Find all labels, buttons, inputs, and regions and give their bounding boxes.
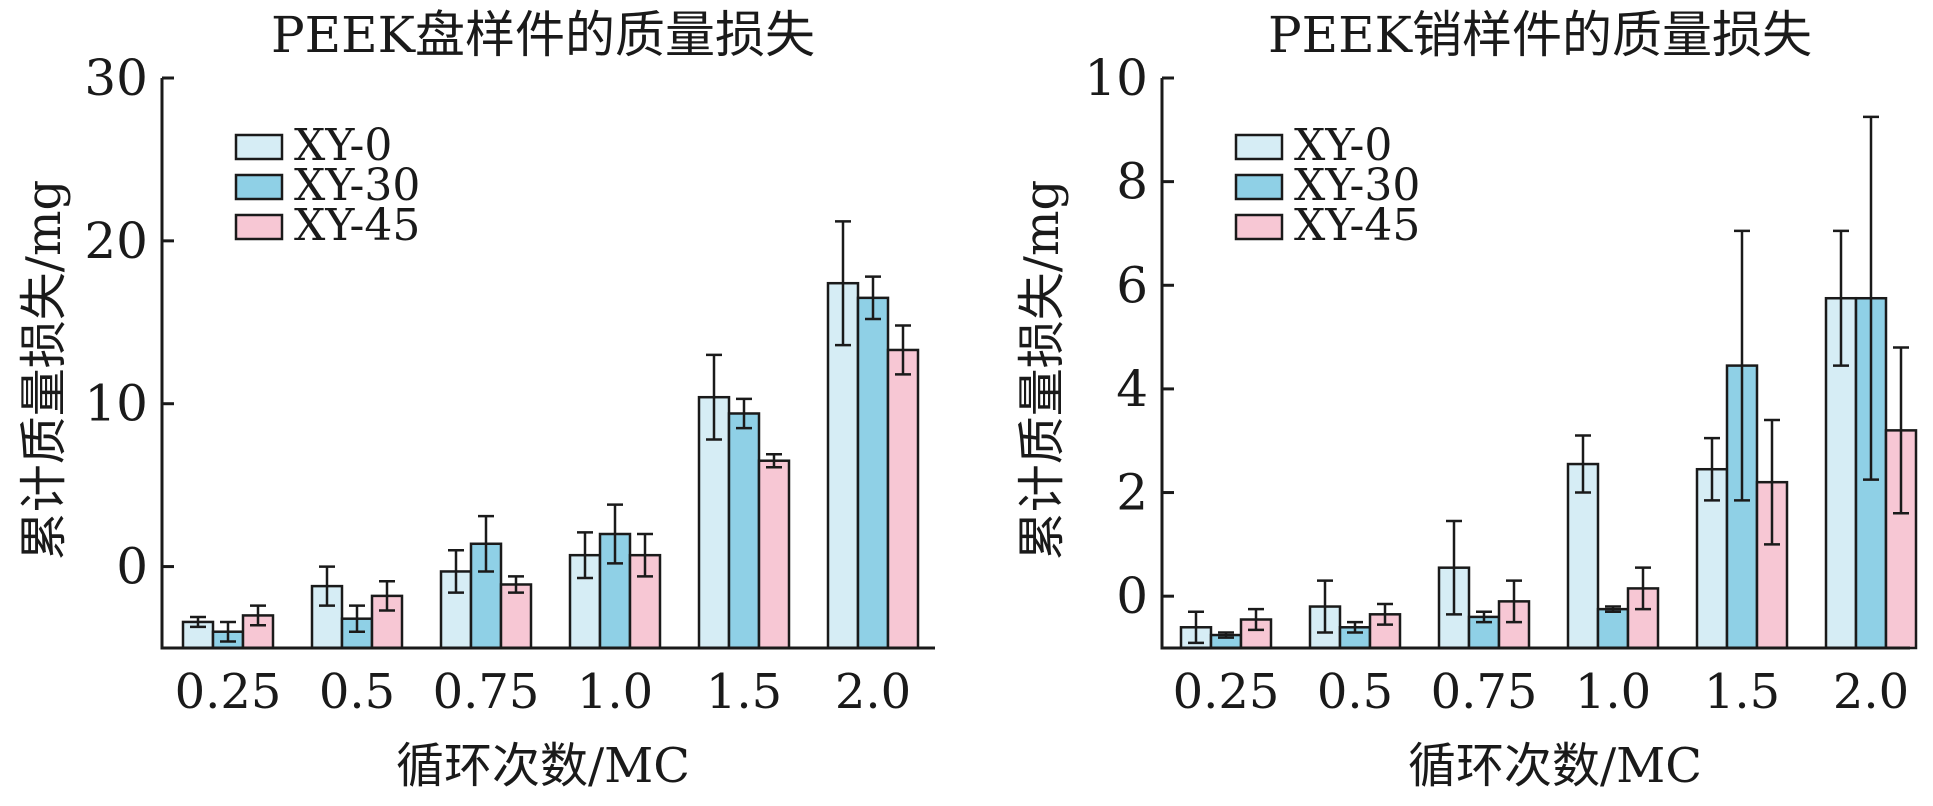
bar-xy-45-1.5 (757, 459, 791, 650)
error-bar-xy-0-1.0 (577, 531, 593, 580)
bar-xy-30-2.0 (856, 296, 890, 650)
chart-pin-mass-loss: PEEK销样件的质量损失 累计质量损失/mg 循环次数/MC 0.25 0.5 0.… (1014, 6, 1918, 794)
y-tick-label: 10 (84, 375, 148, 433)
error-bar-xy-45-2.0 (895, 324, 911, 376)
error-bar-xy-30-0.5 (1347, 620, 1363, 634)
error-bar-xy-45-0.25 (250, 604, 266, 627)
y-tick-label: 2 (1116, 464, 1148, 522)
x-tick-label: 0.25 (175, 664, 282, 720)
x-axis-label: 循环次数/MC (396, 738, 690, 794)
chart-title: PEEK销样件的质量损失 (1268, 6, 1812, 64)
error-bar-xy-45-2.0 (1893, 346, 1909, 515)
error-bar-xy-30-0.25 (1218, 631, 1234, 639)
error-bar-xy-45-0.5 (379, 579, 395, 612)
y-axis-label: 累计质量损失/mg (16, 180, 72, 560)
error-bar-xy-45-1.5 (766, 452, 782, 469)
x-tick-label: 0.75 (1431, 664, 1538, 720)
legend-swatch-xy-30 (1234, 173, 1284, 201)
error-bar-xy-0-1.0 (1575, 434, 1591, 494)
error-bar-xy-0-0.75 (448, 549, 464, 594)
y-tick-label: 8 (1116, 153, 1148, 211)
error-bar-xy-30-2.0 (865, 275, 881, 321)
legend-swatch-xy-45 (234, 213, 284, 241)
y-tick-label: 10 (1084, 49, 1148, 107)
error-bar-xy-30-1.0 (1605, 605, 1621, 613)
x-tick-label: 1.0 (1575, 664, 1651, 720)
legend-label-xy-0: XY-0 (294, 120, 392, 171)
chart-disc-mass-loss: PEEK盘样件的质量损失 累计质量损失/mg 循环次数/MC 0.25 0.5 0.… (16, 6, 935, 794)
x-tick-label: 2.0 (1833, 664, 1909, 720)
bar-xy-0-1.0 (1566, 462, 1600, 650)
legend-label-xy-45: XY-45 (1294, 200, 1420, 251)
bar-xy-30-1.5 (727, 412, 761, 650)
y-tick-label: 0 (1116, 567, 1148, 625)
error-bar-xy-45-0.75 (1506, 579, 1522, 624)
bar-xy-30-1.0 (1596, 607, 1630, 650)
y-tick-label: 20 (84, 212, 148, 270)
error-bar-xy-30-1.0 (607, 503, 623, 565)
error-bar-xy-0-0.75 (1446, 519, 1462, 616)
error-bar-xy-0-2.0 (1833, 229, 1849, 367)
bar-xy-45-0.75 (499, 583, 533, 650)
x-tick-label: 1.0 (577, 664, 653, 720)
y-tick-label: 6 (1116, 256, 1148, 314)
error-bar-xy-0-1.5 (706, 353, 722, 441)
axes (1160, 78, 1910, 650)
error-bar-xy-0-0.5 (319, 565, 335, 607)
x-axis-label: 循环次数/MC (1408, 738, 1702, 794)
x-tick-label: 1.5 (1704, 664, 1780, 720)
legend-label-xy-45: XY-45 (294, 200, 420, 251)
x-tick-label: 0.75 (433, 664, 540, 720)
x-tick-label: 2.0 (835, 664, 911, 720)
bar-xy-45-2.0 (886, 348, 920, 650)
legend-swatch-xy-45 (1234, 213, 1284, 241)
y-tick-label: 30 (84, 49, 148, 107)
error-bar-xy-0-1.5 (1704, 436, 1720, 502)
error-bar-xy-30-0.5 (349, 604, 365, 633)
chart-title: PEEK盘样件的质量损失 (271, 6, 815, 64)
x-tick-label: 0.5 (319, 664, 395, 720)
x-tick-label: 0.5 (1317, 664, 1393, 720)
error-bar-xy-45-1.5 (1764, 418, 1780, 546)
error-bar-xy-45-0.25 (1248, 607, 1264, 632)
error-bar-xy-0-0.25 (1188, 610, 1204, 645)
error-bar-xy-0-0.25 (190, 615, 206, 629)
error-bar-xy-30-1.5 (736, 397, 752, 430)
error-bar-xy-30-0.25 (220, 620, 236, 643)
error-bar-xy-0-0.5 (1317, 579, 1333, 634)
x-tick-label: 1.5 (706, 664, 782, 720)
error-bar-xy-45-1.0 (637, 532, 653, 578)
error-bar-xy-30-0.75 (478, 514, 494, 573)
x-tick-label: 0.25 (1173, 664, 1280, 720)
error-bar-xy-45-1.0 (1635, 566, 1651, 611)
legend-swatch-xy-0 (234, 133, 284, 161)
y-tick-label: 0 (116, 538, 148, 596)
error-bar-xy-30-1.5 (1734, 229, 1750, 502)
axes (160, 78, 935, 650)
error-bar-xy-30-0.75 (1476, 610, 1492, 624)
error-bar-xy-45-0.75 (508, 575, 524, 594)
legend-swatch-xy-0 (1234, 133, 1284, 161)
y-tick-label: 4 (1116, 360, 1148, 418)
error-bar-xy-0-2.0 (835, 220, 851, 347)
legend-label-xy-30: XY-30 (1294, 160, 1420, 211)
error-bar-xy-30-2.0 (1863, 115, 1879, 481)
legend-swatch-xy-30 (234, 173, 284, 201)
legend-label-xy-0: XY-0 (1294, 120, 1392, 171)
legend-label-xy-30: XY-30 (294, 160, 420, 211)
y-axis-label: 累计质量损失/mg (1014, 180, 1070, 560)
error-bar-xy-45-0.5 (1377, 602, 1393, 626)
